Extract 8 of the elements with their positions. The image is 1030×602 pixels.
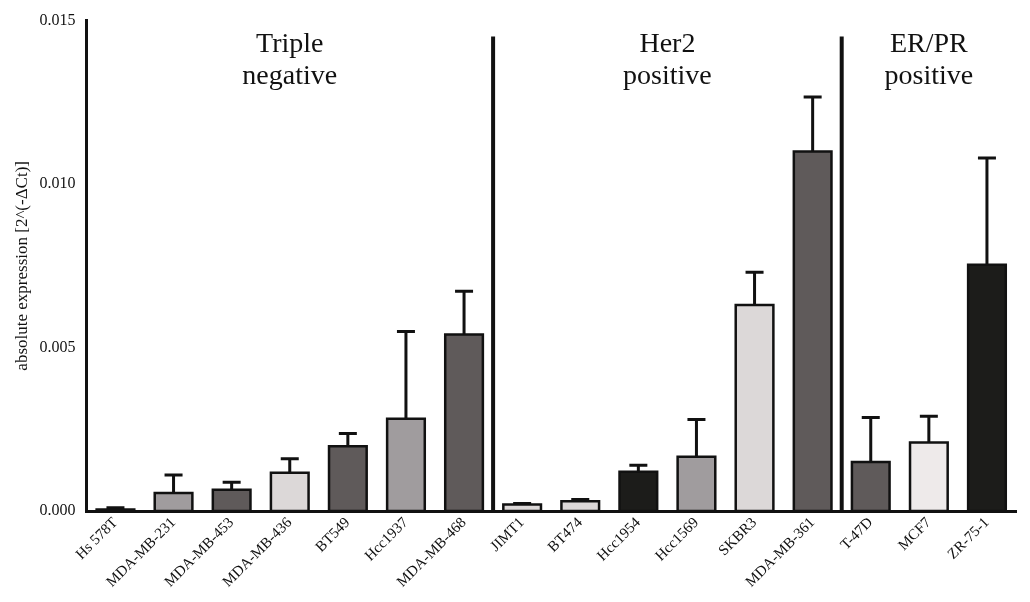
y-axis-title: absolute expression [2^(-ΔCt)] — [11, 161, 31, 371]
annotation: ER/PR positive — [884, 26, 974, 90]
annotation: Her2 positive — [623, 26, 712, 90]
y-tick-label: 0.005 — [39, 337, 76, 355]
y-tick-label: 0.010 — [39, 174, 76, 192]
annotation: Triple negative — [242, 26, 338, 90]
y-tick-label: 0.000 — [39, 501, 76, 519]
y-tick-label: 0.015 — [39, 10, 76, 28]
